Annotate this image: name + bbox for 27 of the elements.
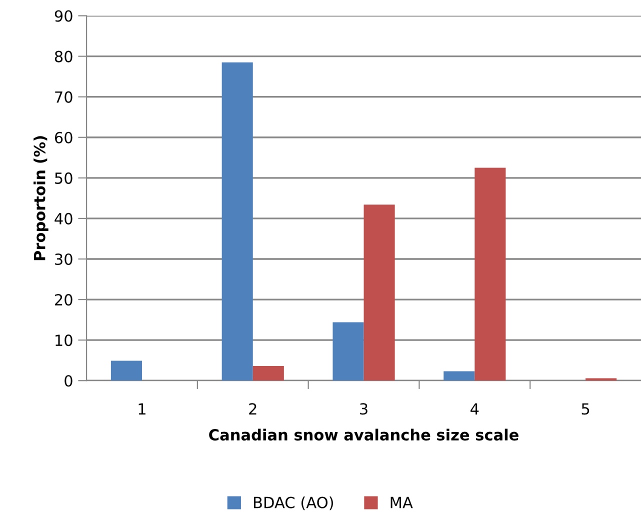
bar bbox=[444, 371, 475, 381]
bar bbox=[586, 378, 617, 381]
x-tick-label: 1 bbox=[138, 403, 146, 414]
y-tick-label: 90 bbox=[54, 10, 72, 22]
bar bbox=[474, 168, 506, 381]
x-tick-label: 4 bbox=[470, 403, 479, 414]
legend-label: MA bbox=[390, 496, 413, 508]
y-tick-label: 50 bbox=[55, 172, 72, 184]
y-tick-label: 40 bbox=[54, 212, 72, 224]
bar bbox=[332, 322, 364, 381]
y-tick-label: 20 bbox=[55, 294, 72, 306]
x-tick-label: 5 bbox=[582, 403, 590, 415]
y-tick-label: 70 bbox=[55, 91, 72, 103]
y-axis-title: Proportoin (%) bbox=[34, 136, 48, 260]
y-tick-label: 80 bbox=[54, 50, 72, 62]
y-tick-label: 30 bbox=[55, 253, 72, 266]
legend-label: BDAC (AO) bbox=[254, 496, 333, 510]
bar bbox=[364, 204, 395, 381]
bar bbox=[252, 366, 284, 381]
bar bbox=[222, 62, 253, 381]
x-tick-label: 2 bbox=[249, 403, 256, 414]
bar bbox=[110, 360, 142, 381]
x-tick-label: 3 bbox=[360, 403, 368, 415]
y-tick-label: 60 bbox=[54, 132, 72, 144]
y-tick-label: 10 bbox=[56, 334, 72, 346]
x-axis-title: Canadian snow avalanche size scale bbox=[209, 428, 518, 441]
y-tick-label: 0 bbox=[64, 375, 72, 387]
